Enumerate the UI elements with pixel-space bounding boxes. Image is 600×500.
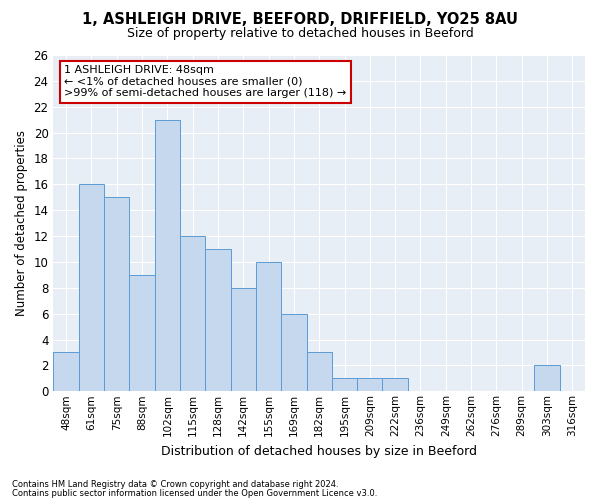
Bar	[332, 378, 357, 392]
Bar	[130, 275, 155, 392]
Bar	[53, 352, 79, 392]
Bar	[180, 236, 205, 392]
Bar	[357, 378, 382, 392]
Bar	[230, 288, 256, 392]
Text: Size of property relative to detached houses in Beeford: Size of property relative to detached ho…	[127, 28, 473, 40]
Bar	[281, 314, 307, 392]
X-axis label: Distribution of detached houses by size in Beeford: Distribution of detached houses by size …	[161, 444, 477, 458]
Text: Contains HM Land Registry data © Crown copyright and database right 2024.: Contains HM Land Registry data © Crown c…	[12, 480, 338, 489]
Bar	[256, 262, 281, 392]
Text: 1 ASHLEIGH DRIVE: 48sqm
← <1% of detached houses are smaller (0)
>99% of semi-de: 1 ASHLEIGH DRIVE: 48sqm ← <1% of detache…	[64, 65, 346, 98]
Bar	[382, 378, 408, 392]
Text: 1, ASHLEIGH DRIVE, BEEFORD, DRIFFIELD, YO25 8AU: 1, ASHLEIGH DRIVE, BEEFORD, DRIFFIELD, Y…	[82, 12, 518, 28]
Bar	[307, 352, 332, 392]
Bar	[205, 249, 230, 392]
Bar	[104, 198, 130, 392]
Text: Contains public sector information licensed under the Open Government Licence v3: Contains public sector information licen…	[12, 488, 377, 498]
Bar	[79, 184, 104, 392]
Bar	[155, 120, 180, 392]
Y-axis label: Number of detached properties: Number of detached properties	[15, 130, 28, 316]
Bar	[535, 366, 560, 392]
